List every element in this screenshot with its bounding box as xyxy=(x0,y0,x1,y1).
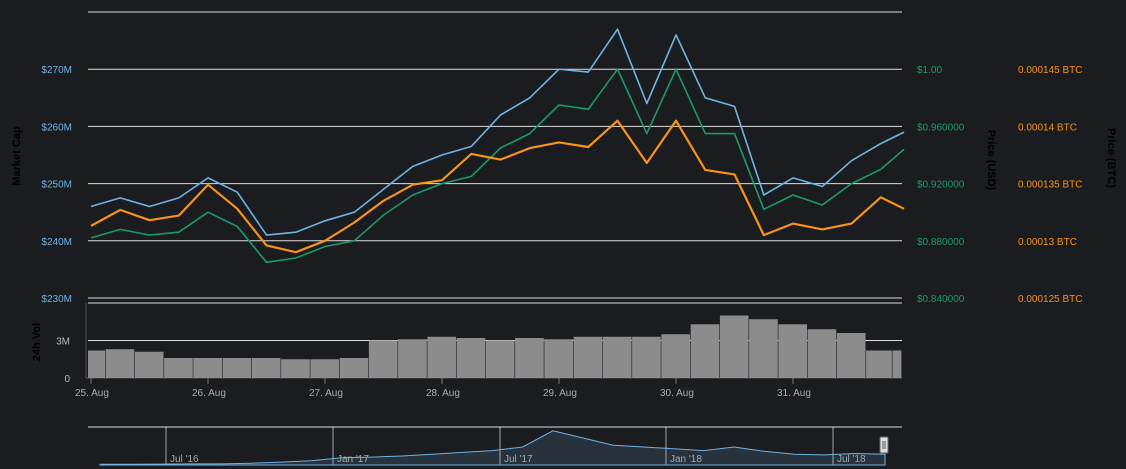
market-cap-tick-label: $250M xyxy=(41,180,72,191)
volume-bar xyxy=(398,339,427,378)
volume-bar xyxy=(368,340,398,378)
volume-bar xyxy=(573,336,603,378)
price-usd-tick-label: $0.960000 xyxy=(917,122,965,133)
x-tick-label: 27. Aug xyxy=(309,388,343,399)
volume-bar xyxy=(134,351,164,378)
market-cap-line xyxy=(90,28,905,236)
price-btc-line xyxy=(90,119,905,254)
volume-ticks: 0 3M xyxy=(56,337,70,386)
navigator-handle[interactable] xyxy=(879,436,889,454)
x-tick-label: 28. Aug xyxy=(426,388,460,399)
volume-bar xyxy=(88,350,106,378)
price-usd-axis-title: Price (USD) xyxy=(985,130,997,191)
navigator-tick-label: Jan '17 xyxy=(337,454,369,465)
volume-bar xyxy=(515,338,544,378)
navigator-tick-label: Jul '18 xyxy=(837,454,866,465)
price-usd-ticks: $0.840000 $0.880000 $0.920000 $0.960000 $1.0… xyxy=(917,65,965,305)
price-btc-tick-label: 0.00013 BTC xyxy=(1018,237,1077,248)
price-btc-tick-label: 0.00014 BTC xyxy=(1018,122,1077,133)
x-tick-label: 25. Aug xyxy=(75,388,109,399)
series-lines xyxy=(90,28,905,264)
volume-bar xyxy=(749,319,778,378)
volume-bar xyxy=(485,340,515,378)
volume-bar xyxy=(632,336,661,378)
market-cap-tick-label: $240M xyxy=(41,237,72,248)
grid-lines xyxy=(85,11,902,379)
volume-bar xyxy=(105,349,135,378)
volume-tick-label: 3M xyxy=(56,337,70,348)
volume-bar xyxy=(690,324,720,378)
x-tick-label: 30. Aug xyxy=(660,388,694,399)
price-usd-tick-label: $1.00 xyxy=(917,65,942,76)
volume-bar xyxy=(164,358,193,378)
volume-axis-title: 24h Vol xyxy=(31,323,43,361)
market-cap-axis-title: Market Cap xyxy=(11,126,23,186)
price-usd-tick-label: $0.880000 xyxy=(917,237,965,248)
volume-bar xyxy=(222,358,252,378)
price-btc-tick-label: 0.000125 BTC xyxy=(1018,294,1083,305)
market-cap-tick-label: $270M xyxy=(41,65,72,76)
price-btc-tick-label: 0.000145 BTC xyxy=(1018,65,1083,76)
volume-bar xyxy=(866,350,892,378)
price-btc-tick-label: 0.000135 BTC xyxy=(1018,180,1083,191)
market-cap-tick-label: $260M xyxy=(41,122,72,133)
volume-bar xyxy=(251,358,281,378)
price-btc-ticks: 0.000125 BTC 0.00013 BTC 0.000135 BTC 0.000… xyxy=(1018,65,1083,305)
price-usd-tick-label: $0.840000 xyxy=(917,294,965,305)
volume-bar xyxy=(836,333,866,378)
navigator-tick-label: Jan '18 xyxy=(670,454,702,465)
price-btc-axis-title: Price (BTC) xyxy=(1105,128,1117,188)
volume-bar xyxy=(661,334,691,378)
volume-bar xyxy=(193,358,223,378)
volume-bar xyxy=(281,359,310,378)
x-tick-label: 26. Aug xyxy=(192,388,226,399)
x-axis-ticks: 25. Aug 26. Aug 27. Aug 28. Aug 29. Aug 30. A… xyxy=(75,378,811,399)
price-usd-line xyxy=(90,68,905,264)
volume-bar xyxy=(427,336,457,378)
x-tick-label: 29. Aug xyxy=(543,388,577,399)
volume-bar xyxy=(719,315,749,378)
volume-bars xyxy=(88,315,902,378)
x-tick-label: 31. Aug xyxy=(777,388,811,399)
volume-bar xyxy=(456,338,486,378)
market-cap-tick-label: $230M xyxy=(41,294,72,305)
volume-bar xyxy=(807,329,837,378)
navigator-tick-label: Jul '17 xyxy=(504,454,533,465)
navigator-series xyxy=(99,430,886,466)
volume-tick-label: 0 xyxy=(64,374,70,385)
market-cap-ticks: $230M $240M $250M $260M $270M xyxy=(41,65,72,305)
volume-bar xyxy=(339,358,369,378)
volume-bar xyxy=(778,324,808,378)
volume-bar xyxy=(892,350,902,378)
volume-bar xyxy=(310,359,340,378)
volume-bar xyxy=(544,339,574,378)
volume-bar xyxy=(602,336,632,378)
navigator-tick-label: Jul '16 xyxy=(170,454,199,465)
price-usd-tick-label: $0.920000 xyxy=(917,180,965,191)
navigator[interactable]: Jul '16 Jan '17 Jul '17 Jan '18 Jul '18 xyxy=(88,426,902,466)
